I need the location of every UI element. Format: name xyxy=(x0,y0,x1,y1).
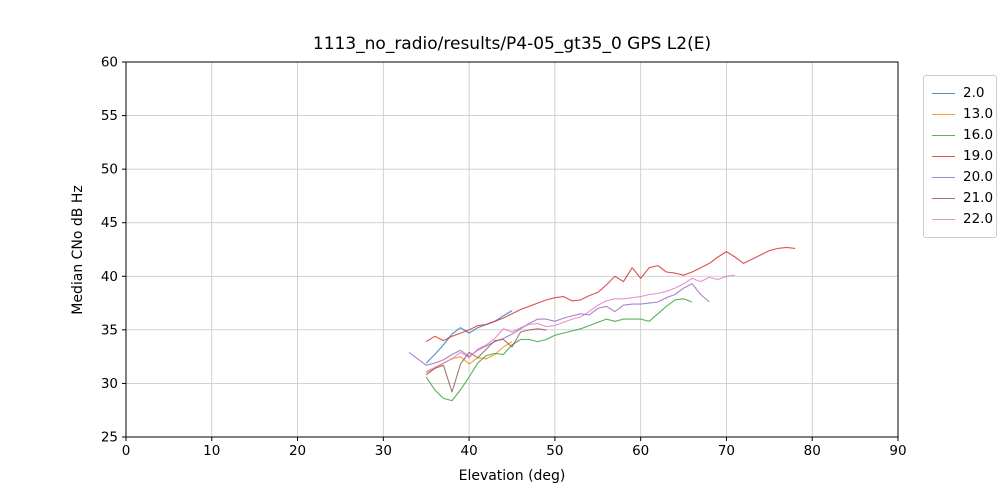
legend-item-20.0: 20.0 xyxy=(932,167,993,188)
legend-item-21.0: 21.0 xyxy=(932,188,993,209)
x-tick-label: 50 xyxy=(546,443,563,459)
x-tick-label: 90 xyxy=(889,443,906,459)
legend-label: 13.0 xyxy=(963,106,994,122)
y-tick-label: 30 xyxy=(101,376,118,392)
series-line-20.0 xyxy=(408,283,710,366)
y-tick-label: 55 xyxy=(101,108,118,124)
y-tick-label: 25 xyxy=(101,430,118,446)
x-tick-label: 0 xyxy=(122,443,131,459)
legend-line-sample xyxy=(932,135,955,136)
x-tick-label: 40 xyxy=(461,443,478,459)
legend-item-19.0: 19.0 xyxy=(932,146,993,167)
y-tick-label: 60 xyxy=(101,55,118,71)
legend-item-13.0: 13.0 xyxy=(932,104,993,125)
x-tick-label: 80 xyxy=(804,443,821,459)
legend-line-sample xyxy=(932,156,955,157)
chart-title: 1113_no_radio/results/P4-05_gt35_0 GPS L… xyxy=(312,34,712,54)
legend-item-22.0: 22.0 xyxy=(932,209,993,230)
legend-line-sample xyxy=(932,198,955,199)
y-axis-label: Median CNo dB Hz xyxy=(70,185,86,315)
y-tick-label: 50 xyxy=(101,162,118,178)
x-tick-label: 30 xyxy=(375,443,392,459)
x-axis-label: Elevation (deg) xyxy=(458,468,566,484)
legend-item-16.0: 16.0 xyxy=(932,125,993,146)
series-line-21.0 xyxy=(425,328,547,393)
legend-box: 2.0 13.0 16.0 19.0 20.0 21.0 22.0 xyxy=(923,75,997,238)
legend-label: 22.0 xyxy=(963,211,994,227)
series-line-16.0 xyxy=(425,298,693,402)
legend-label: 21.0 xyxy=(963,190,994,206)
series-line-19.0 xyxy=(425,246,796,343)
axes-box xyxy=(125,61,899,438)
legend-label: 16.0 xyxy=(963,127,994,143)
series-line-2.0 xyxy=(425,310,513,364)
legend-label: 19.0 xyxy=(963,148,994,164)
legend-line-sample xyxy=(932,114,955,115)
x-tick-label: 20 xyxy=(289,443,306,459)
x-tick-label: 70 xyxy=(718,443,735,459)
series-line-22.0 xyxy=(425,274,736,373)
legend-label: 20.0 xyxy=(963,169,994,185)
legend-line-sample xyxy=(932,219,955,220)
y-tick-label: 45 xyxy=(101,215,118,231)
legend-item-2.0: 2.0 xyxy=(932,83,989,104)
x-tick-label: 10 xyxy=(203,443,220,459)
legend-line-sample xyxy=(932,177,955,178)
y-tick-label: 35 xyxy=(101,322,118,338)
legend-label: 2.0 xyxy=(963,85,985,101)
y-tick-label: 40 xyxy=(101,269,118,285)
legend-line-sample xyxy=(932,93,955,94)
x-tick-label: 60 xyxy=(632,443,649,459)
